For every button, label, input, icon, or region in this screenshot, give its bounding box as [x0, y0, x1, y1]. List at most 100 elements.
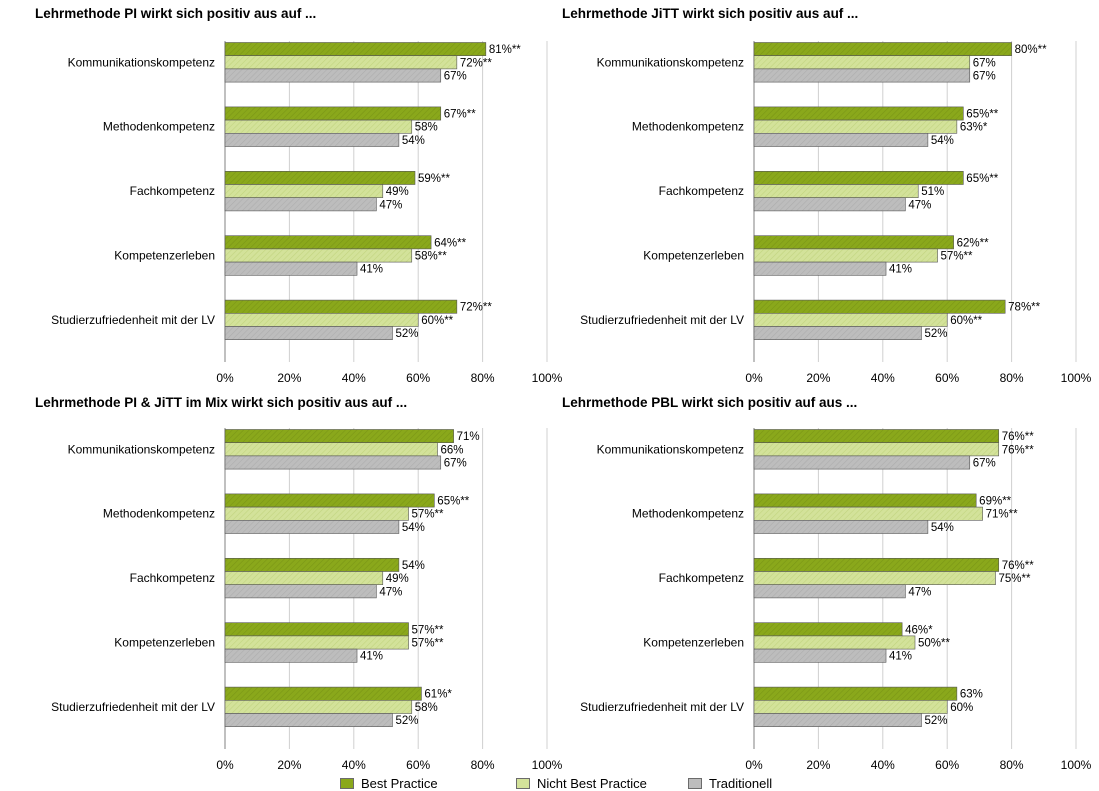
- bar-traditionell: [224, 713, 393, 727]
- category-label-fachkompetenz: Fachkompetenz: [130, 571, 215, 585]
- x-tick-label: 100%: [1061, 758, 1092, 772]
- bar-nicht-best-practice: [753, 699, 948, 714]
- category-label-fachkompetenz: Fachkompetenz: [130, 184, 215, 198]
- data-label-nicht-best-practice: 57%**: [412, 638, 444, 650]
- bar-nicht-best-practice: [224, 248, 413, 263]
- data-label-best-practice: 80%**: [1015, 44, 1047, 56]
- data-label-best-practice: 61%*: [424, 689, 452, 701]
- category-label-kompetenzerleben: Kompetenzerleben: [643, 249, 744, 263]
- category-label-fachkompetenz: Fachkompetenz: [659, 184, 744, 198]
- bar-best-practice: [753, 235, 954, 250]
- category-label-methodenkompetenz: Methodenkompetenz: [632, 507, 744, 521]
- bar-nicht-best-practice: [224, 506, 409, 521]
- data-label-traditionell: 54%: [931, 522, 954, 534]
- x-tick-label: 100%: [1061, 371, 1092, 385]
- data-label-best-practice: 65%**: [437, 496, 469, 508]
- data-label-traditionell: 52%: [924, 328, 947, 340]
- bar-best-practice: [224, 493, 435, 508]
- legend-swatch-best-practice: [340, 777, 354, 789]
- bar-nicht-best-practice: [224, 55, 458, 70]
- category-label-studierzufriedenheit: Studierzufriedenheit mit der LV: [51, 700, 215, 714]
- data-label-nicht-best-practice: 60%: [950, 702, 973, 714]
- data-label-nicht-best-practice: 57%**: [941, 251, 973, 263]
- bar-nicht-best-practice: [753, 635, 916, 650]
- data-label-best-practice: 62%**: [957, 237, 989, 249]
- category-label-kompetenzerleben: Kompetenzerleben: [114, 636, 215, 650]
- data-label-nicht-best-practice: 75%**: [999, 573, 1031, 585]
- data-label-traditionell: 67%: [444, 71, 467, 83]
- bar-traditionell: [753, 713, 922, 727]
- data-label-best-practice: 69%**: [979, 496, 1011, 508]
- bar-nicht-best-practice: [224, 442, 438, 457]
- data-label-nicht-best-practice: 72%**: [460, 57, 492, 69]
- legend-swatch-traditionell: [688, 777, 702, 789]
- x-tick-label: 20%: [806, 371, 830, 385]
- category-label-methodenkompetenz: Methodenkompetenz: [632, 120, 744, 134]
- legend-label-traditionell: Traditionell: [709, 775, 773, 791]
- data-label-best-practice: 72%**: [460, 302, 492, 314]
- bar-nicht-best-practice: [224, 699, 413, 714]
- category-label-studierzufriedenheit: Studierzufriedenheit mit der LV: [51, 313, 215, 327]
- chart-panel-1: Lehrmethode PI wirkt sich positiv aus au…: [35, 6, 563, 385]
- legend-label-nicht-best-practice: Nicht Best Practice: [537, 775, 647, 791]
- chart-title: Lehrmethode PI & JiTT im Mix wirkt sich …: [35, 395, 407, 410]
- data-label-best-practice: 64%**: [434, 237, 466, 249]
- category-label-studierzufriedenheit: Studierzufriedenheit mit der LV: [580, 313, 744, 327]
- legend-item-best-practice: Best Practice: [340, 775, 438, 791]
- chart-panel-4: Lehrmethode PBL wirkt sich positiv auf a…: [562, 395, 1092, 772]
- data-label-nicht-best-practice: 66%: [441, 444, 464, 456]
- x-tick-label: 0%: [745, 758, 763, 772]
- bar-traditionell: [753, 648, 887, 663]
- bar-traditionell: [753, 197, 906, 212]
- data-label-best-practice: 63%: [960, 689, 983, 701]
- bar-traditionell: [753, 584, 906, 599]
- legend-label-best-practice: Best Practice: [361, 775, 438, 791]
- bar-nicht-best-practice: [224, 312, 419, 327]
- bar-nicht-best-practice: [753, 442, 1000, 457]
- data-label-traditionell: 47%: [379, 586, 402, 598]
- data-label-nicht-best-practice: 49%: [386, 186, 409, 198]
- data-label-best-practice: 78%**: [1008, 302, 1040, 314]
- bar-traditionell: [224, 68, 442, 83]
- chart-panel-2: Lehrmethode JiTT wirkt sich positiv aus …: [562, 6, 1092, 385]
- category-label-kommunikationskompetenz: Kommunikationskompetenz: [597, 55, 744, 69]
- data-label-nicht-best-practice: 51%: [921, 186, 944, 198]
- data-label-nicht-best-practice: 49%: [386, 573, 409, 585]
- chart-title: Lehrmethode JiTT wirkt sich positiv aus …: [562, 6, 858, 21]
- x-tick-label: 80%: [471, 758, 495, 772]
- category-label-kommunikationskompetenz: Kommunikationskompetenz: [68, 442, 215, 456]
- bar-traditionell: [753, 455, 971, 470]
- bar-best-practice: [224, 429, 454, 443]
- bar-best-practice: [753, 493, 977, 508]
- bar-nicht-best-practice: [224, 571, 384, 585]
- data-label-traditionell: 54%: [402, 522, 425, 534]
- bar-traditionell: [753, 261, 887, 276]
- category-label-fachkompetenz: Fachkompetenz: [659, 571, 744, 585]
- x-tick-label: 60%: [406, 758, 430, 772]
- category-label-kompetenzerleben: Kompetenzerleben: [643, 636, 744, 650]
- data-label-best-practice: 76%**: [1002, 431, 1034, 443]
- bar-traditionell: [753, 68, 971, 83]
- x-tick-label: 20%: [277, 371, 301, 385]
- data-label-traditionell: 41%: [889, 651, 912, 663]
- chart-title: Lehrmethode PBL wirkt sich positiv auf a…: [562, 395, 857, 410]
- x-tick-label: 40%: [871, 371, 895, 385]
- data-label-traditionell: 47%: [908, 586, 931, 598]
- bar-traditionell: [753, 133, 929, 147]
- bar-nicht-best-practice: [224, 119, 413, 134]
- data-label-best-practice: 76%**: [1002, 560, 1034, 572]
- data-label-traditionell: 67%: [973, 71, 996, 83]
- data-label-traditionell: 67%: [444, 458, 467, 470]
- category-label-methodenkompetenz: Methodenkompetenz: [103, 507, 215, 521]
- bar-best-practice: [224, 557, 400, 572]
- bar-nicht-best-practice: [224, 635, 409, 650]
- bar-nicht-best-practice: [224, 184, 384, 198]
- data-label-nicht-best-practice: 63%*: [960, 122, 988, 134]
- bar-nicht-best-practice: [753, 312, 948, 327]
- x-tick-label: 0%: [745, 371, 763, 385]
- bar-nicht-best-practice: [753, 248, 938, 263]
- bar-best-practice: [753, 171, 964, 185]
- category-label-kompetenzerleben: Kompetenzerleben: [114, 249, 215, 263]
- bar-nicht-best-practice: [753, 119, 958, 134]
- data-label-best-practice: 81%**: [489, 44, 521, 56]
